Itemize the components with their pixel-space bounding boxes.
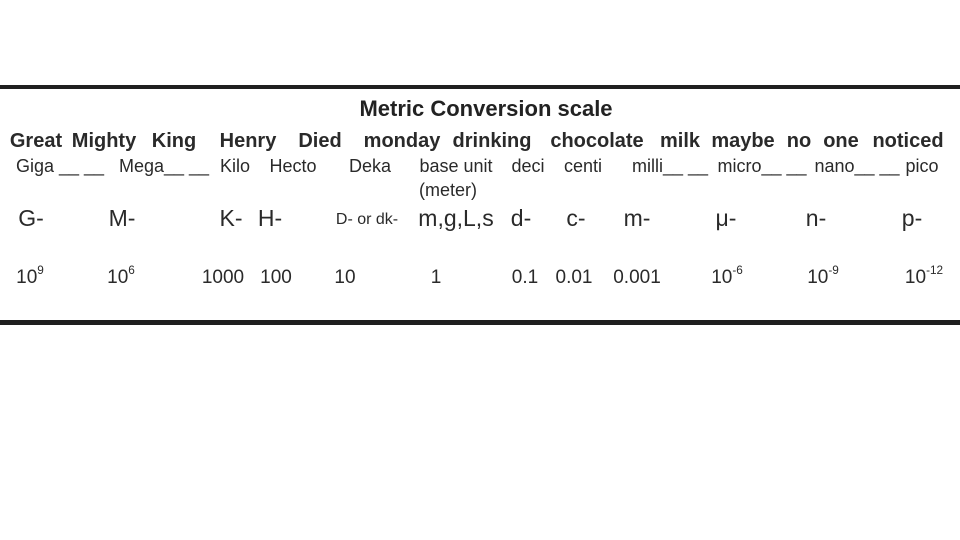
value-row-item: 0.01 <box>555 267 593 288</box>
exponent: 9 <box>37 263 44 277</box>
exponent: -12 <box>926 263 944 277</box>
symbol-row-item: c- <box>566 205 586 231</box>
mnemonic-row-item: Henry <box>219 130 277 152</box>
prefix-row-item: milli__ __ <box>631 156 709 176</box>
prefix-row-item: nano__ __ <box>814 156 900 176</box>
prefix-row-item: Kilo <box>219 156 251 176</box>
value-row-item: 109 <box>16 263 44 288</box>
value-row-item: 10 <box>334 267 356 288</box>
top-rule <box>0 85 960 89</box>
symbol-row-item: p- <box>901 205 923 231</box>
value-row-item: 10-9 <box>807 263 839 288</box>
value-row-item: 1 <box>430 267 442 288</box>
symbol-row-item: m,g,L,s <box>418 205 494 231</box>
prefix-row-item: Hecto <box>269 156 317 176</box>
prefix-row-item: centi <box>563 156 603 176</box>
mnemonic-row-item: maybe <box>711 130 775 152</box>
meter-note-row-item: (meter) <box>419 180 477 200</box>
symbol-row-item: M- <box>108 205 136 231</box>
value-row-item: 10-6 <box>711 263 743 288</box>
mnemonic-row-item: King <box>151 130 197 152</box>
symbol-row-item: μ- <box>715 205 737 231</box>
symbol-row-item: m- <box>623 205 651 231</box>
page-title: Metric Conversion scale <box>359 96 613 121</box>
exponent: -6 <box>732 263 743 277</box>
value-row-item: 106 <box>107 263 135 288</box>
symbol-row-item: n- <box>805 205 827 231</box>
symbol-row-item: K- <box>219 205 243 231</box>
prefix-row-item: Giga __ __ <box>15 156 105 176</box>
mnemonic-row-item: one <box>823 130 859 152</box>
prefix-row-item: Mega__ __ <box>118 156 210 176</box>
prefix-row-item: micro__ __ <box>717 156 807 176</box>
exponent: -9 <box>828 263 839 277</box>
value-row-item: 0.001 <box>613 267 661 288</box>
prefix-row-item: deci <box>511 156 545 176</box>
value-row-item: 10-12 <box>904 263 944 288</box>
value-row-item: 100 <box>260 267 292 288</box>
prefix-row-item: pico <box>905 156 939 176</box>
mnemonic-row-item: milk <box>659 130 701 152</box>
mnemonic-row-item: monday <box>363 130 441 152</box>
mnemonic-row-item: Mighty <box>71 130 137 152</box>
symbol-row-item: D- or dk- <box>335 211 399 228</box>
mnemonic-row-item: Died <box>298 130 342 152</box>
mnemonic-row-item: noticed <box>872 130 944 152</box>
value-row-item: 1000 <box>201 267 245 288</box>
symbol-row-item: d- <box>510 205 532 231</box>
mnemonic-row-item: drinking <box>452 130 532 152</box>
symbol-row-item: H- <box>257 205 283 231</box>
mnemonic-row-item: no <box>786 130 812 152</box>
symbol-row-item: G- <box>18 205 44 231</box>
prefix-row-item: base unit <box>419 156 493 176</box>
bottom-rule <box>0 320 960 325</box>
value-row-item: 0.1 <box>511 267 539 288</box>
exponent: 6 <box>128 263 135 277</box>
prefix-row-item: Deka <box>348 156 392 176</box>
mnemonic-row-item: chocolate <box>550 130 644 152</box>
mnemonic-row-item: Great <box>9 130 63 152</box>
